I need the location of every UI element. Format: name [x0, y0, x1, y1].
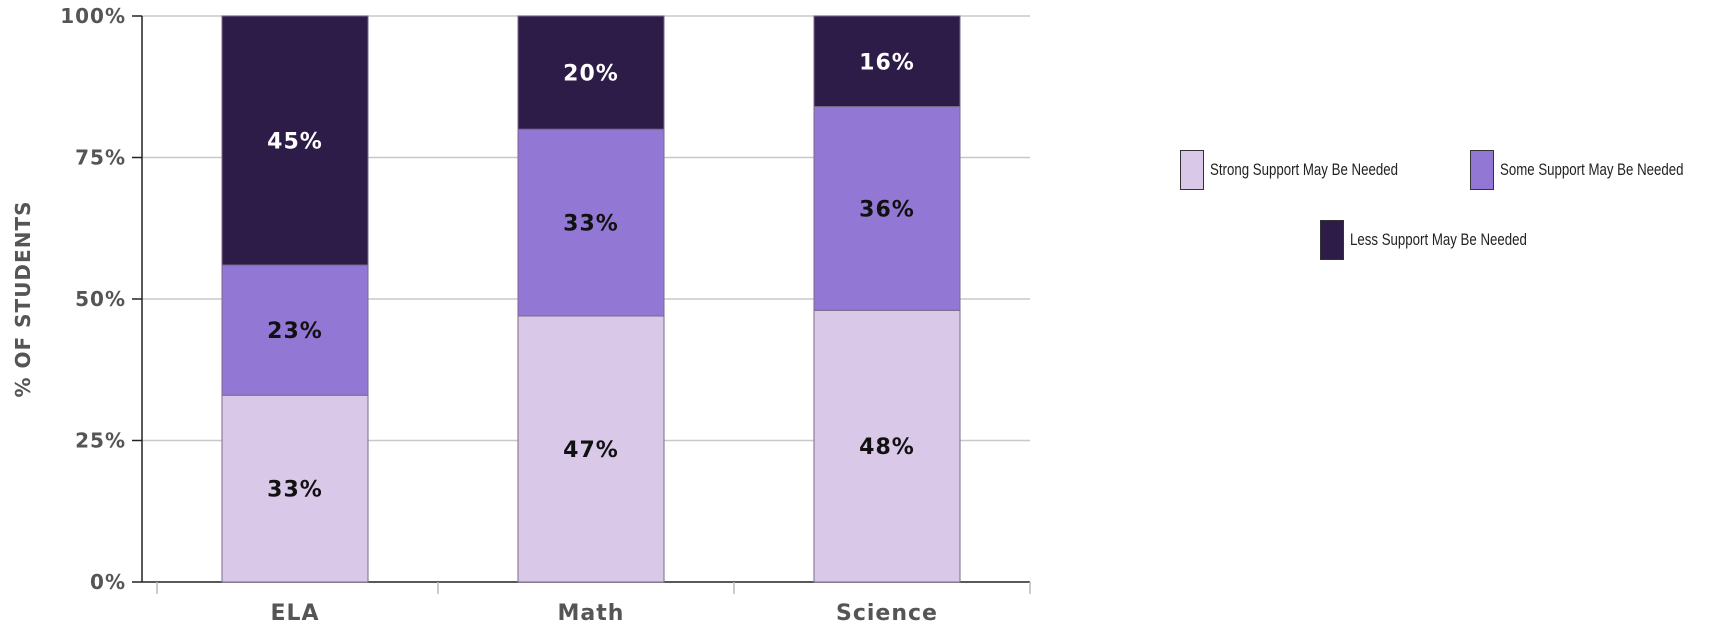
legend-item-less-support: Less Support May Be Needed — [1320, 220, 1590, 260]
bar-science-series-1 — [813, 106, 961, 311]
data-label-ela-series-1: 23% — [267, 319, 323, 344]
bar-science-series-2 — [813, 15, 961, 108]
bar-ela-series-2 — [221, 15, 369, 266]
legend-label-strong-support: Strong Support May Be Needed — [1210, 160, 1398, 179]
y-tick-label-0: 0% — [90, 570, 126, 594]
stacked-bar-chart: 0% 25% 50% 75% 100% % OF STUDENTS 33% 23% 45% ELA… — [11, 4, 1031, 626]
bar-ela-series-1 — [221, 264, 369, 396]
bar-math-series-1 — [517, 128, 665, 317]
y-tick-label-100: 100% — [60, 4, 126, 28]
y-tick-label-25: 25% — [75, 429, 126, 453]
bar-ela-series-0 — [221, 394, 369, 583]
y-tick-label-75: 75% — [75, 146, 126, 170]
data-label-science-series-2: 16% — [859, 50, 915, 75]
bar-math-series-0 — [517, 315, 665, 583]
data-label-math-series-1: 33% — [563, 212, 619, 237]
legend-swatch-less-support — [1320, 220, 1344, 260]
legend-swatch-strong-support — [1180, 150, 1204, 190]
x-tick-label-math: Math — [558, 601, 625, 626]
x-tick-label-ela: ELA — [270, 601, 319, 626]
x-tick-label-science: Science — [836, 601, 938, 626]
legend: Strong Support May Be Needed Some Suppor… — [1180, 150, 1735, 290]
data-label-math-series-0: 47% — [563, 438, 619, 463]
legend-row-2: Less Support May Be Needed — [1180, 220, 1735, 260]
data-label-science-series-0: 48% — [859, 435, 915, 460]
bar-math-series-2 — [517, 15, 665, 130]
data-label-math-series-2: 20% — [563, 62, 619, 87]
legend-item-some-support: Some Support May Be Needed — [1470, 150, 1735, 190]
data-label-ela-series-2: 45% — [267, 130, 323, 155]
legend-label-less-support: Less Support May Be Needed — [1350, 230, 1527, 249]
legend-row-1: Strong Support May Be Needed Some Suppor… — [1180, 150, 1735, 190]
data-label-ela-series-0: 33% — [267, 478, 323, 503]
legend-label-some-support: Some Support May Be Needed — [1500, 160, 1684, 179]
y-tick-label-50: 50% — [75, 287, 126, 311]
data-label-science-series-1: 36% — [859, 197, 915, 222]
legend-swatch-some-support — [1470, 150, 1494, 190]
y-axis-title: % OF STUDENTS — [11, 201, 35, 398]
legend-item-strong-support: Strong Support May Be Needed — [1180, 150, 1450, 190]
